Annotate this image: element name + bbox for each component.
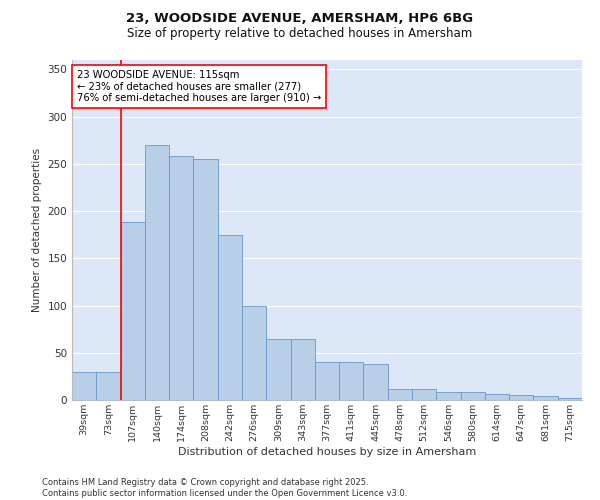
Bar: [485, 394, 509, 400]
Bar: [145, 145, 169, 400]
Bar: [266, 338, 290, 400]
Text: Size of property relative to detached houses in Amersham: Size of property relative to detached ho…: [127, 28, 473, 40]
Bar: [364, 364, 388, 400]
Bar: [96, 372, 121, 400]
Bar: [290, 338, 315, 400]
Text: Contains HM Land Registry data © Crown copyright and database right 2025.
Contai: Contains HM Land Registry data © Crown c…: [42, 478, 407, 498]
Bar: [339, 362, 364, 400]
Bar: [436, 392, 461, 400]
Text: 23 WOODSIDE AVENUE: 115sqm
← 23% of detached houses are smaller (277)
76% of sem: 23 WOODSIDE AVENUE: 115sqm ← 23% of deta…: [77, 70, 322, 103]
Bar: [72, 372, 96, 400]
Bar: [242, 306, 266, 400]
Text: 23, WOODSIDE AVENUE, AMERSHAM, HP6 6BG: 23, WOODSIDE AVENUE, AMERSHAM, HP6 6BG: [127, 12, 473, 26]
Y-axis label: Number of detached properties: Number of detached properties: [32, 148, 42, 312]
Bar: [412, 388, 436, 400]
Bar: [315, 362, 339, 400]
Bar: [533, 396, 558, 400]
Bar: [193, 159, 218, 400]
Bar: [218, 234, 242, 400]
Bar: [121, 222, 145, 400]
Bar: [558, 398, 582, 400]
Bar: [169, 156, 193, 400]
Bar: [509, 396, 533, 400]
Bar: [461, 392, 485, 400]
X-axis label: Distribution of detached houses by size in Amersham: Distribution of detached houses by size …: [178, 447, 476, 457]
Bar: [388, 388, 412, 400]
